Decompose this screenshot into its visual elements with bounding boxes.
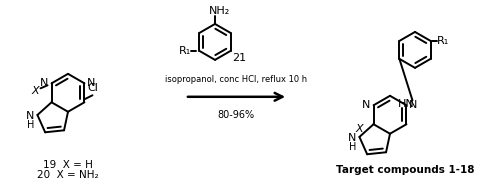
Text: 20  X = NH₂: 20 X = NH₂ — [37, 170, 99, 180]
Text: N: N — [88, 78, 96, 88]
Text: Target compounds 1-18: Target compounds 1-18 — [336, 165, 474, 175]
Text: 19  X = H: 19 X = H — [43, 160, 93, 170]
Text: N: N — [348, 133, 356, 143]
Text: N: N — [362, 100, 370, 110]
Text: N: N — [40, 78, 48, 88]
Text: X: X — [32, 86, 40, 96]
Text: X: X — [356, 124, 364, 134]
Text: HN: HN — [398, 99, 415, 109]
Text: R₁: R₁ — [436, 36, 448, 46]
Text: isopropanol, conc HCl, reflux 10 h: isopropanol, conc HCl, reflux 10 h — [165, 75, 307, 84]
Text: H: H — [348, 142, 356, 152]
Text: N: N — [26, 111, 34, 121]
Text: R₁: R₁ — [180, 46, 192, 56]
Text: H: H — [26, 120, 34, 130]
Text: Cl: Cl — [87, 83, 98, 93]
Text: 80-96%: 80-96% — [218, 110, 254, 120]
Text: N: N — [410, 100, 418, 110]
Text: 21: 21 — [232, 53, 246, 63]
Text: NH₂: NH₂ — [208, 6, 230, 16]
